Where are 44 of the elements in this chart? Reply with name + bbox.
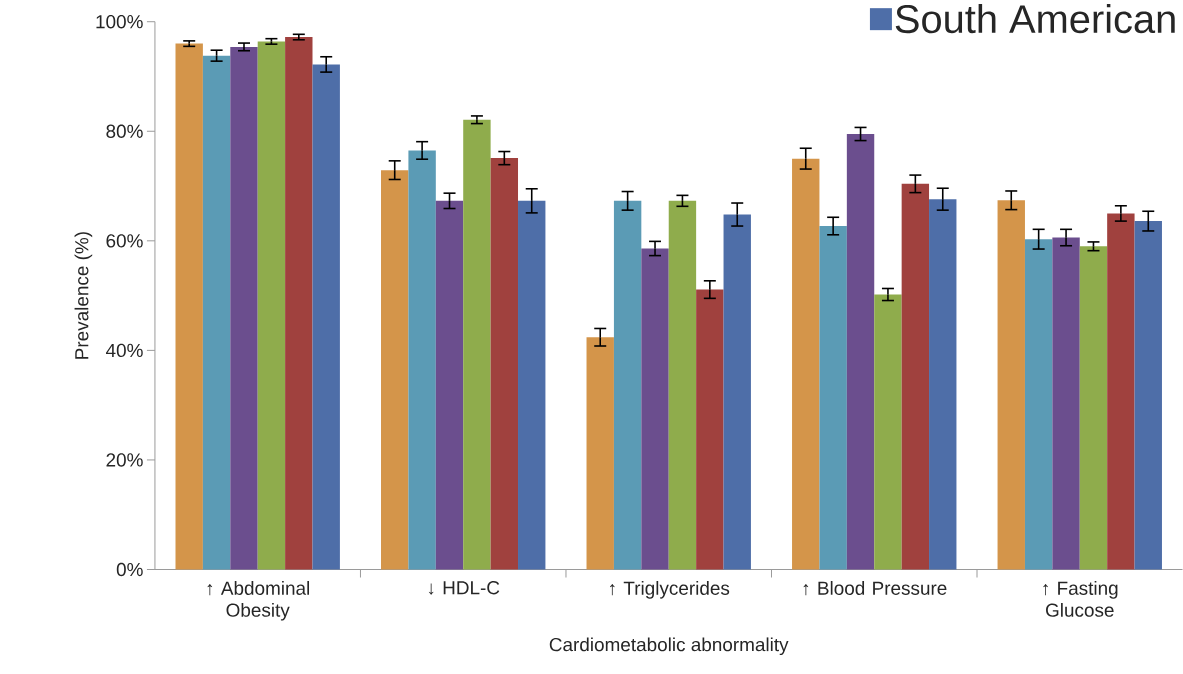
bar [792, 158, 820, 570]
y-tick-label: 100% [96, 14, 143, 29]
bar [668, 200, 697, 570]
bar [1107, 213, 1135, 570]
bar [257, 41, 286, 570]
bar [230, 46, 258, 570]
y-tick-label: 40% [105, 343, 143, 357]
y-tick-label: 0% [116, 562, 143, 576]
bar [723, 214, 751, 570]
x-tick-label: ↑ Triglycerides [610, 580, 730, 599]
bar [435, 200, 464, 570]
bar [463, 119, 491, 570]
x-tick-label: ↑ Abdominal Obesity [207, 580, 309, 621]
y-tick-label: 20% [106, 453, 143, 467]
bar [696, 289, 724, 570]
x-tick-label: ↓ HDL-C [428, 580, 500, 595]
y-tick-label: 60% [106, 233, 143, 248]
bar [1134, 220, 1162, 570]
bar [285, 36, 313, 570]
bar [613, 200, 642, 570]
x-tick-label: ↑ Fasting Glucose [1043, 580, 1118, 617]
bar [1079, 246, 1108, 570]
x-axis-title: Cardiometabolic abnormality [549, 637, 789, 655]
bar [874, 294, 902, 570]
legend-label: South American [895, 3, 1175, 33]
bar [1024, 238, 1053, 570]
bar [518, 200, 546, 570]
bar [202, 55, 231, 570]
bar [901, 183, 930, 570]
y-tick-label: 80% [106, 124, 143, 138]
bar [846, 133, 875, 570]
bar [997, 200, 1025, 570]
bar [408, 150, 436, 570]
y-axis-title: Prevalence (%) [74, 231, 93, 359]
bar [312, 64, 340, 570]
x-tick-label: ↑ Blood Pressure [803, 580, 947, 596]
bar [1052, 237, 1080, 570]
bar [381, 169, 409, 570]
bar [641, 248, 669, 570]
bar [819, 225, 847, 570]
bar [929, 198, 957, 570]
bar [586, 337, 614, 570]
bar [175, 43, 203, 570]
bar [490, 157, 519, 570]
